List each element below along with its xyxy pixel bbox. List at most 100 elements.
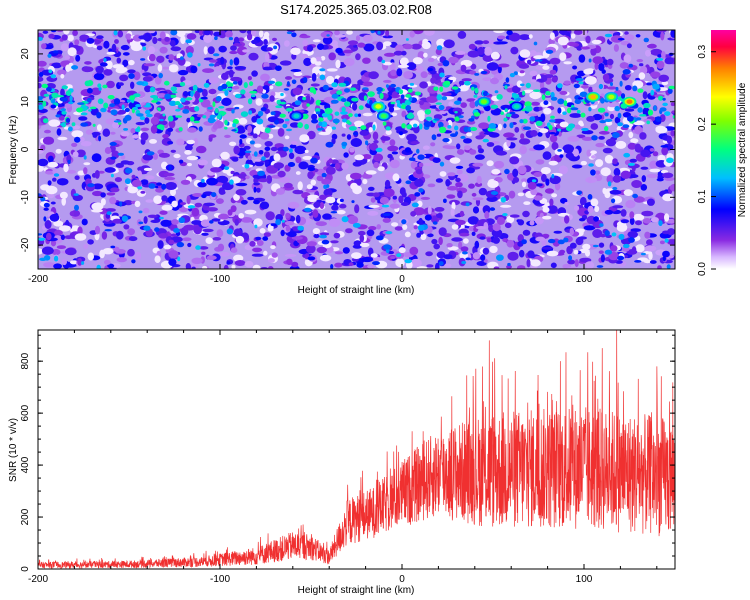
heatmap-cell xyxy=(639,132,647,140)
heatmap-cell xyxy=(397,183,403,187)
heatmap-cell xyxy=(414,178,424,187)
heatmap-cell xyxy=(646,120,650,125)
heatmap-cell xyxy=(118,82,124,86)
heatmap-cell xyxy=(413,207,425,216)
heatmap-cell xyxy=(55,148,62,154)
heatmap-cell xyxy=(201,194,207,199)
heatmap-cell xyxy=(469,70,477,75)
heatmap-cell xyxy=(83,243,89,249)
heatmap-cell xyxy=(410,161,418,170)
heatmap-cell xyxy=(390,256,396,260)
heatmap-cell xyxy=(460,135,466,139)
heatmap-cell xyxy=(476,175,482,185)
heatmap-cell xyxy=(483,46,493,56)
heatmap-cell xyxy=(537,132,543,137)
x-tick-label: 100 xyxy=(576,574,593,585)
heatmap-cell xyxy=(321,239,330,245)
heatmap-cell xyxy=(530,130,538,137)
heatmap-cell xyxy=(595,159,604,168)
heatmap-cell xyxy=(81,66,94,73)
heatmap-cell xyxy=(553,230,563,234)
heatmap-cell xyxy=(267,266,274,269)
heatmap-cell xyxy=(482,247,490,255)
heatmap-cell xyxy=(639,63,644,67)
heatmap-cell xyxy=(550,96,558,101)
heatmap-cell xyxy=(50,104,57,109)
heatmap-cell xyxy=(74,39,80,46)
heatmap-cell xyxy=(251,94,256,98)
heatmap-cell xyxy=(574,99,582,105)
heatmap-cell xyxy=(328,218,341,228)
heatmap-cell xyxy=(355,35,361,42)
heatmap-cell xyxy=(659,107,667,112)
heatmap-cell xyxy=(515,97,521,102)
heatmap-cell xyxy=(71,122,76,127)
heatmap-cell xyxy=(658,220,663,227)
heatmap-cell xyxy=(285,76,292,80)
heatmap-cell xyxy=(68,101,74,104)
heatmap-cell xyxy=(430,215,438,224)
heatmap-cell xyxy=(64,55,71,60)
heatmap-cell xyxy=(319,254,332,262)
heatmap-cell xyxy=(377,30,381,35)
heatmap-cell xyxy=(646,239,653,246)
heatmap-cell xyxy=(375,235,384,241)
heatmap-cell xyxy=(154,76,162,85)
heatmap-cell xyxy=(442,138,450,143)
heatmap-cell xyxy=(492,141,500,144)
heatmap-cell xyxy=(212,123,219,130)
heatmap-cell xyxy=(577,236,588,240)
heatmap-cell xyxy=(448,56,459,64)
heatmap-cell xyxy=(305,95,311,103)
heatmap-cell xyxy=(420,196,431,200)
heatmap-cell xyxy=(419,81,428,89)
heatmap-cell xyxy=(604,125,609,132)
heatmap-cell xyxy=(588,107,592,112)
heatmap-cell xyxy=(650,217,659,223)
heatmap-cell xyxy=(592,244,599,248)
heatmap-cell xyxy=(388,106,395,113)
heatmap-cell xyxy=(662,256,666,262)
heatmap-cell xyxy=(604,118,613,122)
heatmap-cell xyxy=(538,106,543,111)
heatmap-cell xyxy=(207,117,216,124)
heatmap-cell xyxy=(381,59,386,64)
heatmap-cell xyxy=(416,266,428,269)
heatmap-cell xyxy=(41,43,47,50)
heatmap-cell xyxy=(73,193,79,197)
heatmap-cell xyxy=(157,240,164,249)
heatmap-cell xyxy=(405,94,412,98)
heatmap-cell xyxy=(609,113,615,120)
heatmap-cell xyxy=(160,126,165,131)
heatmap-cell xyxy=(400,94,405,100)
heatmap-cell xyxy=(399,131,403,136)
heatmap-cell xyxy=(247,98,253,105)
heatmap-cell xyxy=(120,131,130,137)
heatmap-cell xyxy=(366,229,375,237)
heatmap-cell xyxy=(510,113,520,119)
heatmap-cell xyxy=(381,204,390,208)
heatmap-cell xyxy=(178,159,184,164)
heatmap-cell xyxy=(234,93,242,99)
heatmap-cell xyxy=(628,131,634,139)
heatmap-cell xyxy=(251,253,264,257)
heatmap-cell xyxy=(239,134,247,139)
heatmap-cell xyxy=(666,264,671,269)
heatmap-cell xyxy=(324,107,333,115)
heatmap-cell xyxy=(109,103,116,108)
heatmap-cell xyxy=(570,33,576,39)
heatmap-cell xyxy=(565,152,574,159)
x-tick-label: -100 xyxy=(210,274,230,285)
heatmap-cell xyxy=(504,108,508,113)
heatmap-cell xyxy=(170,149,176,153)
heatmap-cell xyxy=(431,238,438,245)
heatmap-cell xyxy=(650,48,663,56)
heatmap-cell xyxy=(142,154,154,161)
heatmap-cell xyxy=(637,88,644,93)
heatmap-cell xyxy=(591,155,597,159)
heatmap-cell xyxy=(598,242,605,248)
heatmap-cell xyxy=(609,189,622,195)
heatmap-cell xyxy=(299,134,310,143)
heatmap-cell xyxy=(373,140,379,144)
heatmap-cell xyxy=(427,183,436,188)
